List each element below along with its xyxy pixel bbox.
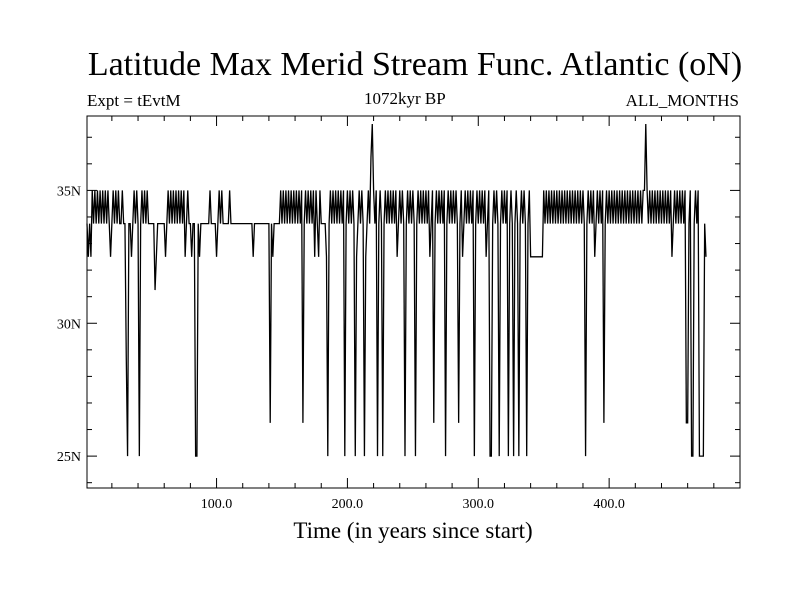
period-label: 1072kyr BP — [364, 89, 446, 108]
months-label: ALL_MONTHS — [625, 91, 739, 110]
y-tick-label: 30N — [57, 317, 81, 332]
y-tick-label: 35N — [57, 184, 81, 199]
x-tick-label: 200.0 — [332, 497, 364, 512]
x-tick-label: 400.0 — [593, 497, 625, 512]
series-layer — [86, 123, 707, 457]
plot-frame — [86, 115, 741, 489]
y-tick-label: 25N — [57, 450, 81, 465]
x-axis-label: Time (in years since start) — [293, 518, 533, 543]
chart-title: Latitude Max Merid Stream Func. Atlantic… — [87, 46, 743, 83]
experiment-label: Expt = tEvtM — [87, 91, 181, 110]
x-tick-label: 300.0 — [463, 497, 495, 512]
axis-ticks: 100.0 200.0 300.0 400.0 25N 30N 35N — [57, 116, 740, 512]
series-line — [86, 123, 707, 457]
x-tick-label: 100.0 — [201, 497, 233, 512]
